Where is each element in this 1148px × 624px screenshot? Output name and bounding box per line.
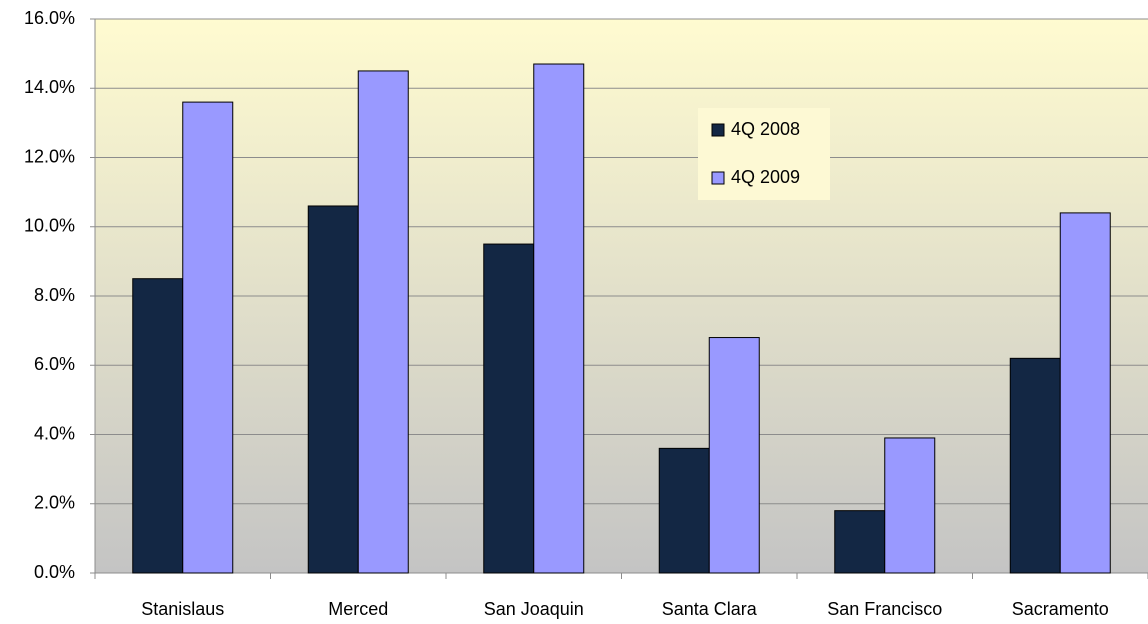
bar [884,437,936,574]
x-tick-label: San Francisco [827,599,942,619]
bar [307,205,359,574]
legend-swatch [711,171,725,185]
x-tick-label: San Joaquin [484,599,584,619]
bar [1059,212,1111,574]
x-tick-label: Stanislaus [141,599,224,619]
y-tick-label: 10.0% [24,216,75,236]
bar [132,278,184,574]
legend-swatch [711,123,725,137]
x-tick-label: Merced [328,599,388,619]
y-tick-label: 2.0% [34,493,75,513]
y-tick-label: 16.0% [24,8,75,28]
legend-box [698,108,830,200]
bar [658,447,710,574]
bar [483,243,535,574]
y-tick-label: 12.0% [24,146,75,166]
x-tick-label: Sacramento [1012,599,1109,619]
y-tick-label: 14.0% [24,77,75,97]
bar [834,510,886,574]
bar [357,70,409,574]
bar [1009,357,1061,574]
legend-label: 4Q 2009 [731,167,800,187]
legend-label: 4Q 2008 [731,119,800,139]
x-tick-label: Santa Clara [662,599,758,619]
y-tick-label: 4.0% [34,423,75,443]
bar [182,101,234,574]
bar [533,63,585,574]
y-tick-label: 0.0% [34,562,75,582]
y-tick-label: 8.0% [34,285,75,305]
y-tick-label: 6.0% [34,354,75,374]
bar [708,337,760,574]
